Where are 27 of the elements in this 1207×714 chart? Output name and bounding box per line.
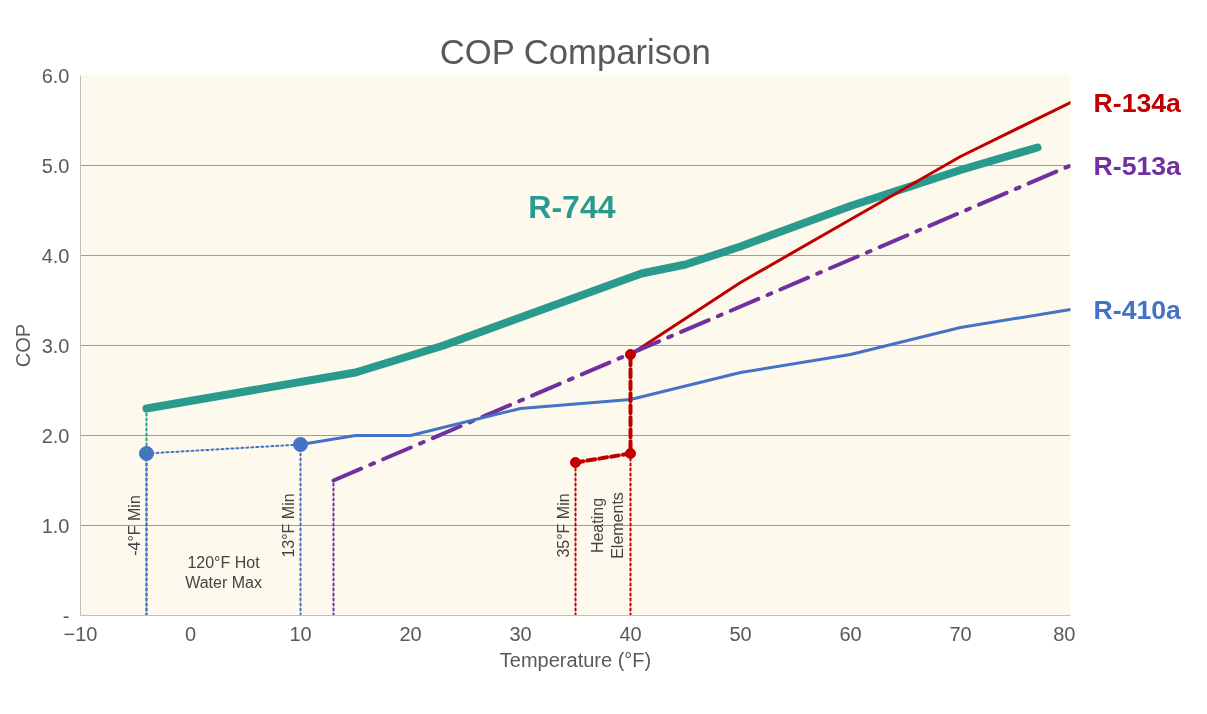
y-tick-label: 6.0 [41,64,70,87]
x-tick-label: 0 [184,622,197,645]
x-tick-label: 60 [839,622,862,645]
y-tick-label: 1.0 [41,514,70,537]
series-label: R-410a [1093,294,1182,325]
chart-title: COP Comparison [439,32,711,71]
annotation: 13°F Min [279,493,297,558]
y-tick-label: 3.0 [41,334,70,357]
annotation: -4°F Min [125,495,143,556]
x-tick-label: 20 [399,622,422,645]
annotation: 120°F Hot Water Max [185,553,262,591]
x-tick-label: 50 [729,622,752,645]
x-axis-title: Temperature (°F) [499,648,652,671]
y-tick-label: 4.0 [41,244,70,267]
annotation: Heating Elements [589,492,627,559]
y-axis-title: COP [11,323,34,368]
y-tick-label: 2.0 [41,424,70,447]
series-label: R-744 [528,188,616,225]
x-tick-label: 80 [1053,622,1076,645]
x-tick-label: 10 [289,622,312,645]
series-label: R-134a [1093,87,1182,118]
x-tick-label: 70 [949,622,972,645]
series-label: R-513a [1093,150,1182,181]
annotation: 35°F Min [554,493,572,558]
y-tick-label: 5.0 [41,154,70,177]
x-tick-label: 30 [509,622,532,645]
x-tick-label: 40 [619,622,642,645]
